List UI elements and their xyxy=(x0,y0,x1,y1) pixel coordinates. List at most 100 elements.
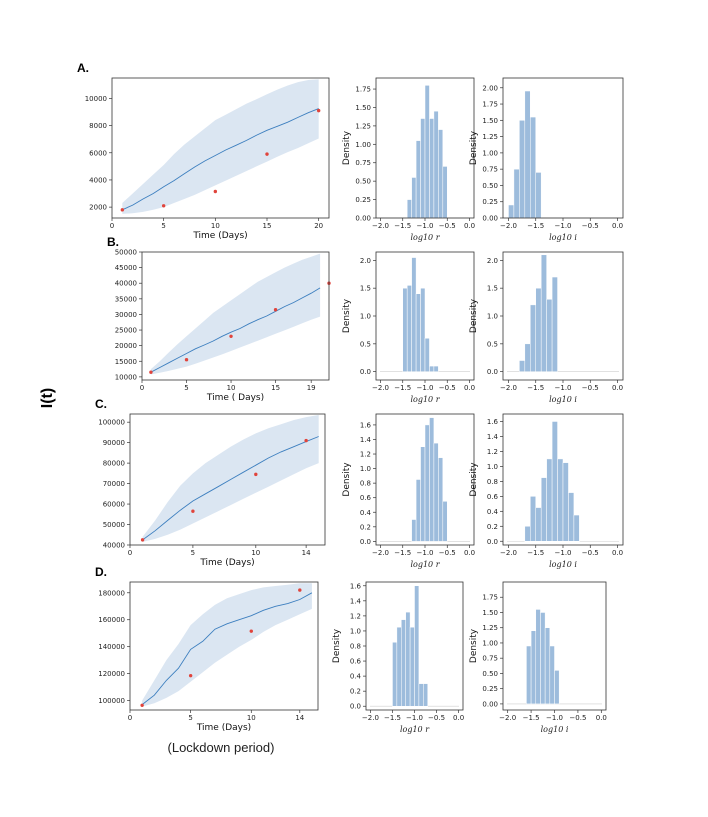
y-tick-label: 1.0 xyxy=(487,313,498,321)
x-tick-label: 0.0 xyxy=(464,549,475,557)
histogram-bar xyxy=(540,254,547,372)
y-tick-label: 0.6 xyxy=(350,658,362,666)
y-tick-label: 1.4 xyxy=(487,433,499,441)
histogram-bar xyxy=(433,110,439,219)
y-tick-label: 1.0 xyxy=(350,627,361,635)
y-tick-label: 6000 xyxy=(89,149,107,157)
y-tick-label: 1.2 xyxy=(360,451,371,459)
x-tick-label: 5 xyxy=(184,384,188,392)
y-tick-label: 1.0 xyxy=(487,463,498,471)
histogram-bar xyxy=(535,609,541,705)
y-tick-label: 1.00 xyxy=(355,141,371,149)
y-tick-label: 1.4 xyxy=(350,597,362,605)
x-tick-label: 19 xyxy=(307,384,316,392)
histogram-bar xyxy=(420,287,426,372)
y-tick-label: 2.0 xyxy=(487,257,498,265)
observed-point xyxy=(140,538,145,542)
x-axis-label: Time (Days) xyxy=(196,723,251,733)
x-tick-label: −0.5 xyxy=(428,714,445,722)
y-tick-label: 0.4 xyxy=(360,509,372,517)
x-tick-label: 14 xyxy=(295,714,304,722)
x-tick-label: 5 xyxy=(161,222,165,230)
x-axis-label: log10 i xyxy=(541,725,569,734)
x-axis-label: log10 i xyxy=(549,233,577,242)
x-axis-label: log10 r xyxy=(400,725,430,734)
histogram-bar xyxy=(546,299,553,372)
y-tick-label: 1.0 xyxy=(360,465,371,473)
x-axis-label: Time ( Days) xyxy=(206,393,264,403)
mean-line xyxy=(141,592,313,705)
histogram-bar xyxy=(540,477,547,542)
y-axis-label: Density xyxy=(469,462,479,497)
x-tick-label: −2.0 xyxy=(500,549,517,557)
observed-point xyxy=(191,509,195,513)
histogram-bar xyxy=(535,172,542,219)
x-tick-label: 14 xyxy=(302,549,311,557)
histogram-bar xyxy=(429,118,435,219)
mean-line xyxy=(150,287,321,373)
panel-label: B. xyxy=(107,235,119,249)
x-tick-label: −1.0 xyxy=(417,549,434,557)
y-tick-label: 0.75 xyxy=(355,159,371,167)
x-axis-label: log10 r xyxy=(410,560,440,569)
x-tick-label: 10 xyxy=(247,714,256,722)
x-tick-label: 20 xyxy=(314,222,323,230)
histogram-bar xyxy=(530,116,536,219)
plot-frame xyxy=(129,413,326,546)
y-tick-label: 180000 xyxy=(98,589,125,597)
y-tick-label: 1.75 xyxy=(482,101,498,109)
x-tick-label: −0.5 xyxy=(439,549,456,557)
observed-point xyxy=(229,334,233,338)
y-tick-label: 1.75 xyxy=(355,86,371,94)
y-tick-label: 8000 xyxy=(89,122,107,130)
y-tick-label: 70000 xyxy=(103,480,125,488)
histogram-bar xyxy=(423,683,428,707)
histogram-bar xyxy=(406,199,412,219)
panel-label: C. xyxy=(95,397,107,411)
y-tick-label: 1.4 xyxy=(360,436,372,444)
histogram-bar xyxy=(415,140,421,219)
observed-point xyxy=(304,438,308,443)
y-axis-label: Density xyxy=(342,298,352,333)
x-tick-label: −2.0 xyxy=(500,384,517,392)
y-tick-label: 1.50 xyxy=(482,609,498,617)
mean-line xyxy=(142,436,319,541)
x-tick-label: −1.0 xyxy=(406,714,423,722)
mean-line xyxy=(122,108,319,211)
histogram-bar xyxy=(420,118,426,219)
x-tick-label: −0.5 xyxy=(582,384,599,392)
histogram-bar xyxy=(401,619,406,707)
y-tick-label: 100000 xyxy=(98,697,125,705)
y-tick-label: 0.75 xyxy=(482,655,498,663)
confidence-band xyxy=(142,415,319,542)
chart-A-hist-i: −2.0 −1.5 −1.0 −0.5 0.0 0.00 0.25 0.50 0.75 1.00 1… xyxy=(469,77,624,242)
x-tick-label: −1.0 xyxy=(555,549,572,557)
histogram-bar xyxy=(530,630,537,705)
histogram-bar xyxy=(429,365,435,372)
y-tick-label: 0.4 xyxy=(487,508,499,516)
y-tick-label: 50000 xyxy=(103,521,125,529)
x-tick-label: −0.5 xyxy=(439,384,456,392)
histogram-bar xyxy=(442,501,448,542)
observed-point xyxy=(188,673,193,678)
y-tick-label: 80000 xyxy=(103,460,125,468)
y-tick-label: 140000 xyxy=(98,643,125,651)
histogram-bar xyxy=(546,458,553,542)
y-tick-label: 50000 xyxy=(115,249,137,257)
y-tick-label: 0.50 xyxy=(482,670,498,678)
y-axis-label: Density xyxy=(469,298,479,333)
y-tick-label: 0.6 xyxy=(487,493,499,501)
confidence-band xyxy=(122,79,319,214)
chart-D-hist-r: −2.0 −1.5 −1.0 −0.5 0.0 0.0 0.2 0.4 0.6 0.8 1.0 1.2… xyxy=(332,581,464,734)
chart-B-hist-i: −2.0 −1.5 −1.0 −0.5 0.0 0.0 0.5 1.0 1.5 2.0 log10 … xyxy=(469,251,624,404)
y-tick-label: 0.75 xyxy=(482,166,498,174)
y-tick-label: 4000 xyxy=(89,176,107,184)
x-tick-label: −1.5 xyxy=(527,549,544,557)
panel-label: D. xyxy=(95,565,107,579)
observed-point xyxy=(184,358,189,362)
histogram-bar xyxy=(526,645,532,705)
y-tick-label: 30000 xyxy=(115,311,137,319)
observed-point xyxy=(213,189,218,194)
y-axis-label: Density xyxy=(332,628,342,663)
observed-point xyxy=(120,208,125,212)
